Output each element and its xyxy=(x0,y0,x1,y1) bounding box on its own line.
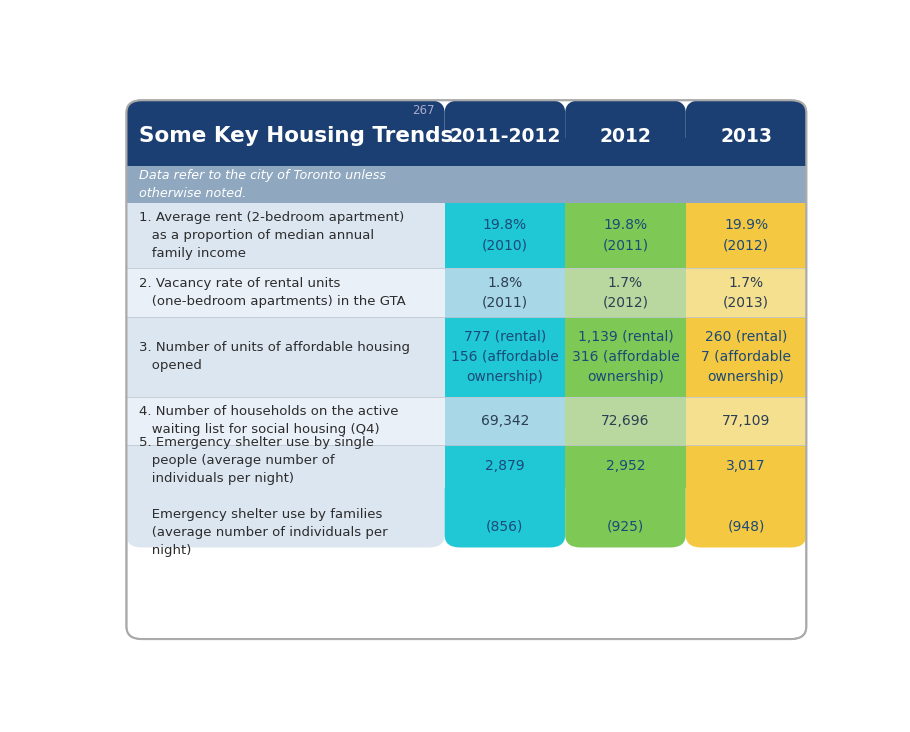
Bar xyxy=(126,397,445,445)
FancyBboxPatch shape xyxy=(686,100,806,166)
FancyBboxPatch shape xyxy=(445,100,565,166)
Bar xyxy=(126,445,445,488)
FancyBboxPatch shape xyxy=(686,445,806,548)
Bar xyxy=(126,269,445,317)
Bar xyxy=(565,397,686,445)
Text: 19.8%
(2011): 19.8% (2011) xyxy=(602,218,649,253)
Text: 1.7%
(2013): 1.7% (2013) xyxy=(723,275,769,310)
Bar xyxy=(445,203,565,269)
Text: 1.7%
(2012): 1.7% (2012) xyxy=(602,275,649,310)
Bar xyxy=(565,445,686,488)
Text: 2011-2012: 2011-2012 xyxy=(450,127,561,146)
Bar xyxy=(126,166,445,203)
Text: 260 (rental)
7 (affordable
ownership): 260 (rental) 7 (affordable ownership) xyxy=(701,329,791,384)
Bar xyxy=(565,269,686,317)
FancyBboxPatch shape xyxy=(126,445,445,548)
Bar xyxy=(445,138,565,166)
Text: 267: 267 xyxy=(412,104,435,117)
Text: 3. Number of units of affordable housing
   opened: 3. Number of units of affordable housing… xyxy=(139,341,410,373)
Bar xyxy=(565,203,686,269)
Text: 2,879


(856): 2,879 (856) xyxy=(485,459,525,534)
Text: 1.8%
(2011): 1.8% (2011) xyxy=(481,275,528,310)
Text: Some Key Housing Trends: Some Key Housing Trends xyxy=(139,127,453,146)
Bar xyxy=(686,317,806,397)
FancyBboxPatch shape xyxy=(565,445,686,548)
Bar xyxy=(126,317,445,397)
Bar xyxy=(686,397,806,445)
Bar xyxy=(686,138,806,166)
Bar xyxy=(126,138,445,166)
Text: 1. Average rent (2-bedroom apartment)
   as a proportion of median annual
   fam: 1. Average rent (2-bedroom apartment) as… xyxy=(139,211,404,260)
Bar xyxy=(686,269,806,317)
FancyBboxPatch shape xyxy=(565,100,686,166)
Text: 2012: 2012 xyxy=(600,127,652,146)
Bar xyxy=(565,166,686,203)
Bar xyxy=(445,166,565,203)
FancyBboxPatch shape xyxy=(126,100,445,166)
Text: 1,139 (rental)
316 (affordable
ownership): 1,139 (rental) 316 (affordable ownership… xyxy=(571,329,680,384)
Text: 77,109: 77,109 xyxy=(722,414,770,427)
Text: 19.8%
(2010): 19.8% (2010) xyxy=(482,218,528,253)
FancyBboxPatch shape xyxy=(126,100,806,639)
Bar xyxy=(126,203,445,269)
Text: 2,952


(925): 2,952 (925) xyxy=(606,459,645,534)
Bar xyxy=(445,269,565,317)
Text: Data refer to the city of Toronto unless
otherwise noted.: Data refer to the city of Toronto unless… xyxy=(139,169,386,200)
Bar xyxy=(445,445,565,488)
Text: 777 (rental)
156 (affordable
ownership): 777 (rental) 156 (affordable ownership) xyxy=(451,329,559,384)
Bar xyxy=(445,317,565,397)
Text: 3,017


(948): 3,017 (948) xyxy=(726,459,766,534)
Text: 4. Number of households on the active
   waiting list for social housing (Q4): 4. Number of households on the active wa… xyxy=(139,406,399,436)
Text: 2013: 2013 xyxy=(720,127,772,146)
Bar xyxy=(565,138,686,166)
Bar xyxy=(686,445,806,488)
Text: 69,342: 69,342 xyxy=(480,414,529,427)
Text: 2. Vacancy rate of rental units
   (one-bedroom apartments) in the GTA: 2. Vacancy rate of rental units (one-bed… xyxy=(139,277,406,308)
Text: 19.9%
(2012): 19.9% (2012) xyxy=(723,218,769,253)
Bar xyxy=(445,397,565,445)
Bar xyxy=(565,317,686,397)
Text: 5. Emergency shelter use by single
   people (average number of
   individuals p: 5. Emergency shelter use by single peopl… xyxy=(139,436,388,557)
Bar xyxy=(686,203,806,269)
Bar xyxy=(686,166,806,203)
Text: 72,696: 72,696 xyxy=(602,414,650,427)
FancyBboxPatch shape xyxy=(445,445,565,548)
